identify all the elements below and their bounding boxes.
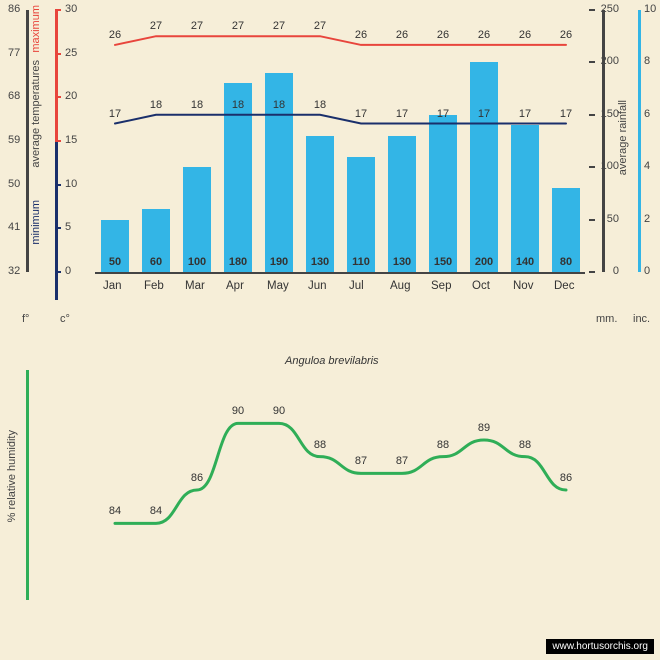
humidity-value: 84	[109, 505, 121, 517]
humidity-line	[0, 0, 660, 660]
humidity-value: 88	[314, 439, 326, 451]
humidity-value: 90	[232, 405, 244, 417]
humidity-value: 86	[560, 472, 572, 484]
humidity-value: 88	[437, 439, 449, 451]
humidity-value: 86	[191, 472, 203, 484]
humidity-value: 88	[519, 439, 531, 451]
humidity-value: 87	[355, 455, 367, 467]
humidity-value: 90	[273, 405, 285, 417]
humidity-value: 84	[150, 505, 162, 517]
humidity-value: 87	[396, 455, 408, 467]
humidity-value: 89	[478, 422, 490, 434]
